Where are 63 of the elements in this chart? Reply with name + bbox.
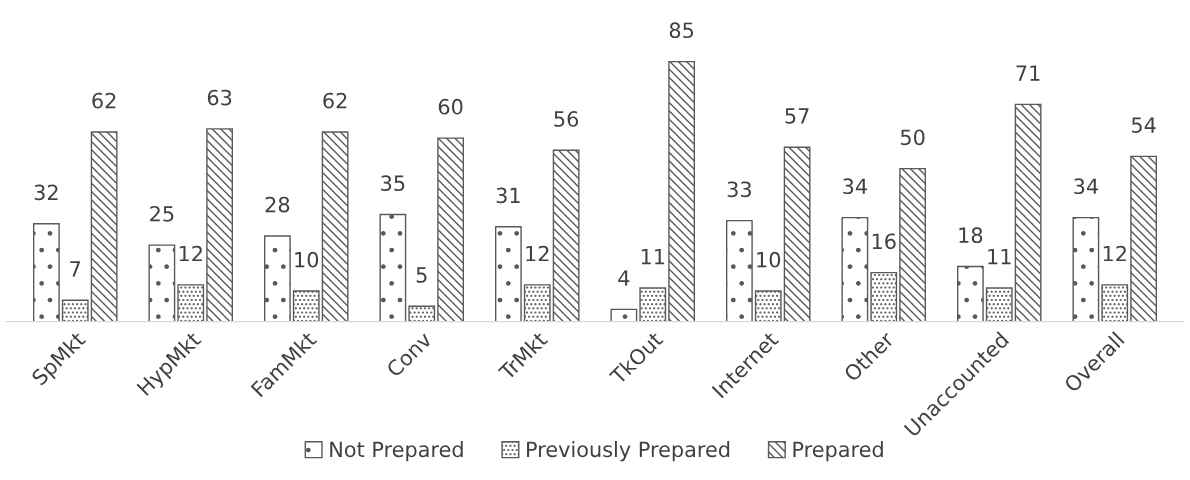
data-label: 50: [900, 129, 925, 146]
data-label: 32: [34, 184, 58, 201]
bar: [292, 290, 320, 322]
data-label: 12: [1103, 245, 1126, 262]
data-label: 34: [843, 178, 867, 195]
data-label: 11: [988, 248, 1011, 265]
bar: [148, 244, 176, 322]
data-label: 7: [70, 261, 81, 277]
bar: [379, 213, 407, 322]
data-label: 35: [381, 175, 405, 192]
data-label: 62: [323, 92, 347, 109]
data-label: 57: [785, 108, 809, 124]
bar: [870, 271, 898, 322]
data-label: 4: [618, 270, 630, 286]
bar: [61, 299, 89, 322]
bar: [668, 60, 696, 322]
bar: [1072, 216, 1100, 322]
bar: [552, 149, 580, 322]
data-label: 10: [295, 251, 319, 268]
bar: [177, 284, 205, 322]
data-label: 5: [416, 267, 427, 283]
bar: [523, 284, 551, 322]
data-label: 18: [959, 227, 983, 244]
legend-label: Not Prepared: [330, 441, 463, 462]
bar: [899, 167, 927, 322]
bar: [206, 128, 234, 322]
bar: [639, 287, 667, 322]
data-label: 33: [727, 181, 751, 198]
bar: [725, 219, 753, 322]
data-label: 10: [757, 251, 781, 268]
data-label: 16: [872, 233, 896, 250]
data-label: 71: [1016, 65, 1040, 81]
data-label: 31: [496, 187, 520, 204]
bar: [32, 223, 60, 322]
data-label: 62: [92, 92, 116, 109]
data-label: 28: [265, 196, 290, 213]
data-label: 63: [207, 89, 232, 106]
data-label: 54: [1131, 117, 1156, 133]
data-label: 11: [641, 248, 665, 265]
bar: [754, 290, 782, 322]
data-label: 12: [526, 245, 549, 262]
bar: [783, 146, 811, 322]
data-label: 34: [1074, 178, 1098, 195]
bar: [408, 305, 436, 322]
bar: [1101, 284, 1129, 322]
bar: [494, 226, 522, 322]
data-label: 85: [669, 22, 694, 39]
data-label: 56: [554, 111, 579, 127]
bar: [321, 131, 349, 322]
bar: [841, 216, 869, 322]
data-label: 12: [179, 245, 202, 262]
bar: [985, 287, 1013, 322]
bar: [90, 131, 118, 322]
data-label: 60: [438, 98, 463, 115]
bar: [437, 137, 465, 322]
data-label: 25: [150, 205, 174, 222]
legend-label: Previously Prepared: [527, 441, 730, 462]
bar: [956, 265, 984, 322]
bar: [1014, 103, 1042, 322]
bar: [1130, 155, 1158, 322]
bar: [263, 235, 291, 322]
bar: [610, 308, 638, 322]
legend-label: Prepared: [793, 441, 883, 462]
